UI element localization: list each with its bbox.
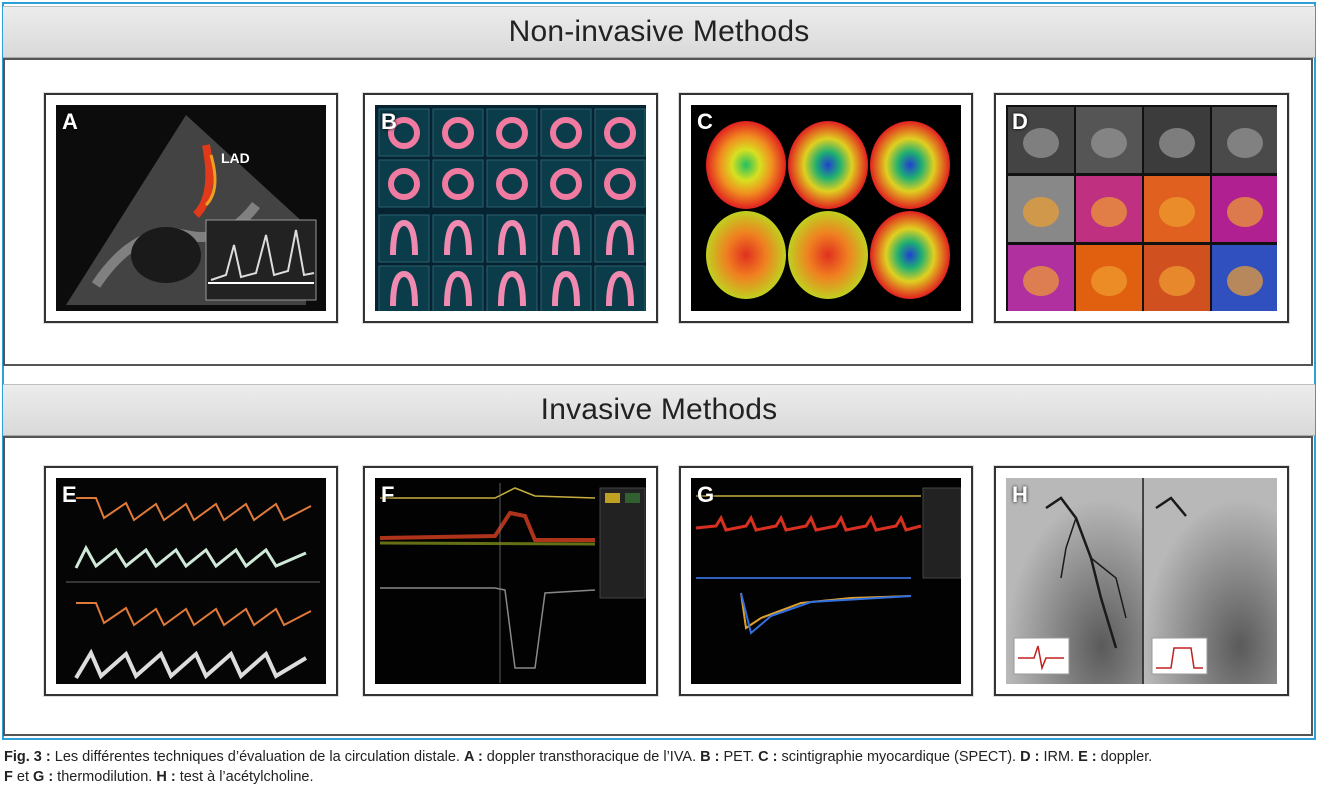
pet-slice <box>498 270 526 307</box>
pet-slice <box>606 219 634 256</box>
mri-heart <box>1159 266 1195 296</box>
caption-text-1: Les différentes techniques d’évaluation … <box>50 749 464 765</box>
pet-slice <box>496 168 528 200</box>
panel-b: B <box>363 93 658 323</box>
caption-text-5: IRM. <box>1039 749 1079 765</box>
mri-heart <box>1023 197 1059 227</box>
panel-c-letter: C <box>697 109 713 134</box>
caption-text-4: scintigraphie myocardique (SPECT). <box>777 749 1021 765</box>
pet-slice <box>550 168 582 200</box>
caption-f: F <box>4 769 13 785</box>
panel-c: C <box>679 93 973 323</box>
pet-slice <box>604 117 636 149</box>
panel-a-letter: A <box>62 109 78 134</box>
pet-slice <box>604 168 636 200</box>
caption-c: C : <box>758 749 778 765</box>
mri-heart <box>1159 197 1195 227</box>
pet-slice <box>444 270 472 307</box>
caption-text-3: PET. <box>719 749 759 765</box>
panel-d: D <box>994 93 1289 323</box>
mri-heart <box>1023 266 1059 296</box>
thermodilution-f-image <box>375 478 646 684</box>
caption-d: D : <box>1020 749 1040 765</box>
pet-slice <box>498 219 526 256</box>
caption-text-6: doppler. <box>1096 749 1153 765</box>
panel-f-letter: F <box>381 482 395 507</box>
mri-heart <box>1091 128 1127 158</box>
invasive-title: Invasive Methods <box>540 393 778 426</box>
panel-g: G <box>679 466 973 696</box>
pet-slice <box>388 117 420 149</box>
panel-a: A LAD <box>44 93 338 323</box>
pet-slice <box>444 219 472 256</box>
spect-image <box>706 121 950 299</box>
thermodilution-g-image <box>691 478 961 684</box>
pet-slice <box>550 117 582 149</box>
panel-g-letter: G <box>697 482 715 507</box>
caption-e: E : <box>1078 749 1097 765</box>
caption-h: H : <box>156 769 176 785</box>
panel-b-letter: B <box>381 109 397 134</box>
panel-h-letter: H <box>1012 482 1028 507</box>
mri-heart <box>1091 266 1127 296</box>
caption-text-8: thermodilution. <box>53 769 157 785</box>
lad-label: LAD <box>221 150 250 166</box>
pet-slice <box>606 270 634 307</box>
panel-f: F <box>363 466 658 696</box>
pet-slice <box>390 270 418 307</box>
noninvasive-title: Non-invasive Methods <box>508 15 810 48</box>
noninvasive-header: Non-invasive Methods <box>3 6 1315 58</box>
angiography-image <box>1006 478 1277 684</box>
mri-heart <box>1091 197 1127 227</box>
panel-e-letter: E <box>62 482 77 507</box>
caption-text-2: doppler transthoracique de l’IVA. <box>482 749 701 765</box>
mri-image <box>1006 105 1277 311</box>
doppler-image <box>56 478 326 684</box>
mri-heart <box>1227 197 1263 227</box>
pet-slice <box>390 219 418 256</box>
figure-caption: Fig. 3 : Les différentes techniques d’év… <box>4 747 1316 787</box>
pet-slice <box>552 270 580 307</box>
mri-heart <box>1227 266 1263 296</box>
caption-text-7: et <box>12 769 34 785</box>
caption-fig: Fig. 3 : <box>4 749 51 765</box>
pet-slice <box>496 117 528 149</box>
mri-heart <box>1227 128 1263 158</box>
caption-a: A : <box>463 749 483 765</box>
caption-text-9: test à l’acétylcholine. <box>175 769 314 785</box>
mri-heart <box>1159 128 1195 158</box>
caption-g: G : <box>33 769 54 785</box>
pet-slice <box>442 117 474 149</box>
mri-heart <box>1023 128 1059 158</box>
pet-image <box>375 105 646 311</box>
pet-slice <box>388 168 420 200</box>
pet-slice <box>552 219 580 256</box>
panel-h: H <box>994 466 1289 696</box>
panel-d-letter: D <box>1012 109 1028 134</box>
caption-b: B : <box>700 749 720 765</box>
pet-slice <box>442 168 474 200</box>
invasive-header: Invasive Methods <box>3 384 1315 436</box>
echo-image <box>56 105 326 311</box>
panel-e: E <box>44 466 338 696</box>
